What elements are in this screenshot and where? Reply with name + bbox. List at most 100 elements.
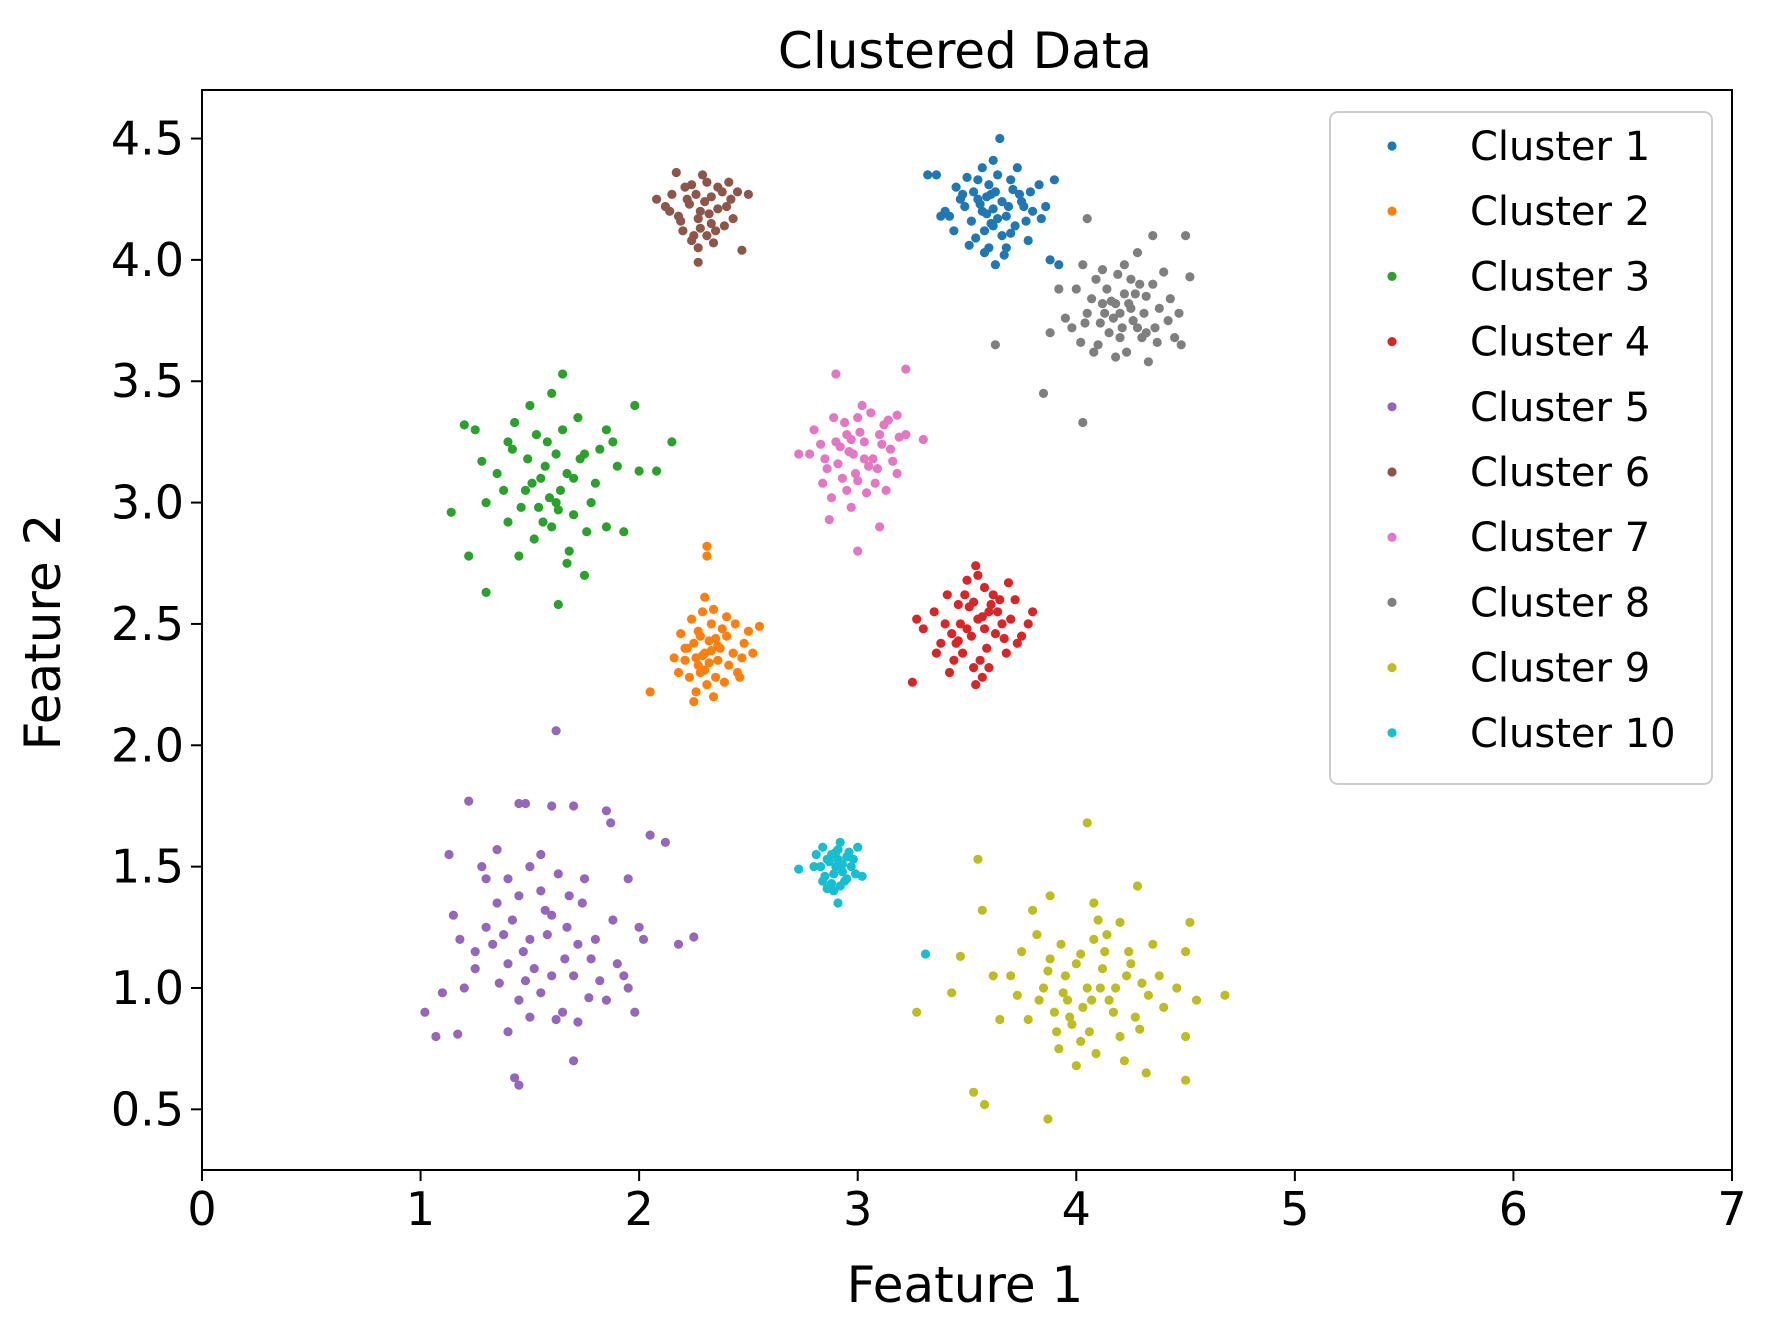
- data-point: [1095, 318, 1105, 328]
- data-point: [929, 607, 939, 617]
- data-point: [562, 922, 572, 932]
- data-point: [1082, 818, 1092, 828]
- data-point: [601, 806, 612, 816]
- data-point: [1071, 1061, 1081, 1071]
- data-point: [962, 624, 972, 634]
- data-point: [1097, 299, 1108, 309]
- data-point: [1126, 274, 1136, 284]
- data-point: [1154, 971, 1164, 981]
- data-point: [979, 248, 990, 258]
- data-point: [824, 515, 834, 525]
- data-point: [713, 204, 723, 214]
- data-point: [689, 932, 699, 942]
- data-point: [1089, 898, 1099, 908]
- data-point: [969, 1087, 979, 1097]
- data-point: [912, 614, 922, 624]
- data-point: [689, 697, 699, 707]
- data-point: [844, 847, 854, 857]
- data-point: [872, 464, 883, 474]
- data-point: [726, 194, 736, 204]
- data-point: [531, 430, 542, 440]
- data-point: [1148, 939, 1158, 949]
- data-point: [995, 595, 1005, 605]
- data-point: [1006, 614, 1016, 624]
- data-point: [1006, 175, 1016, 185]
- data-point: [1067, 323, 1077, 333]
- data-point: [960, 590, 970, 600]
- data-point: [470, 947, 480, 957]
- data-point: [1001, 211, 1011, 221]
- y-tick-label: 0.5: [111, 1082, 184, 1136]
- data-point: [1028, 206, 1038, 216]
- data-point: [652, 194, 662, 204]
- data-point: [693, 257, 703, 267]
- data-point: [846, 434, 856, 445]
- data-point: [984, 663, 994, 673]
- data-point: [866, 408, 876, 418]
- data-point: [1119, 260, 1129, 270]
- y-tick-label: 4.5: [111, 112, 184, 166]
- data-point: [1036, 214, 1046, 224]
- data-point: [969, 597, 979, 607]
- data-point: [1019, 201, 1029, 212]
- data-point: [527, 478, 537, 488]
- data-point: [735, 672, 745, 682]
- data-point: [1159, 1002, 1169, 1013]
- data-point: [514, 995, 524, 1005]
- x-tick-label: 6: [1499, 1182, 1528, 1236]
- y-tick-label: 1.5: [111, 840, 184, 894]
- data-point: [1028, 607, 1038, 617]
- data-point: [719, 677, 730, 687]
- data-point: [966, 631, 977, 641]
- data-point: [1135, 279, 1145, 289]
- data-point: [892, 468, 902, 479]
- data-point: [1032, 930, 1042, 940]
- data-point: [702, 231, 712, 241]
- data-point: [590, 934, 601, 945]
- data-point: [1012, 163, 1022, 173]
- data-point: [1041, 201, 1051, 212]
- data-point: [837, 473, 848, 483]
- data-point: [1014, 189, 1025, 199]
- data-point: [951, 182, 961, 192]
- data-point: [420, 1007, 430, 1017]
- data-point: [551, 498, 561, 508]
- data-point: [1058, 988, 1068, 998]
- data-point: [964, 240, 974, 250]
- data-point: [881, 485, 891, 495]
- data-point: [507, 915, 517, 925]
- data-point: [861, 488, 872, 498]
- data-point: [700, 592, 710, 602]
- data-point: [558, 369, 568, 379]
- legend-marker: [1387, 532, 1397, 542]
- legend-marker: [1387, 597, 1397, 608]
- data-point: [1137, 978, 1147, 988]
- data-point: [560, 954, 570, 964]
- legend-marker: [1387, 206, 1397, 216]
- data-point: [1006, 971, 1016, 981]
- data-point: [883, 415, 893, 425]
- data-point: [1154, 303, 1164, 313]
- data-point: [1181, 947, 1191, 957]
- data-point: [514, 891, 524, 901]
- data-point: [630, 400, 640, 411]
- data-point: [1091, 1048, 1101, 1059]
- data-point: [1010, 221, 1020, 231]
- series-8: [990, 214, 1195, 428]
- data-point: [936, 638, 946, 648]
- data-point: [503, 1027, 513, 1037]
- data-point: [1185, 272, 1195, 282]
- data-point: [691, 189, 701, 199]
- data-point: [1143, 357, 1153, 367]
- data-point: [1139, 308, 1149, 318]
- data-point: [901, 364, 911, 374]
- data-point: [953, 636, 963, 646]
- data-point: [1017, 947, 1027, 957]
- legend-marker: [1387, 337, 1397, 347]
- data-point: [955, 951, 966, 962]
- data-point: [540, 461, 550, 471]
- data-point: [453, 1029, 463, 1039]
- data-point: [794, 449, 804, 459]
- data-point: [684, 199, 695, 209]
- data-point: [494, 978, 504, 988]
